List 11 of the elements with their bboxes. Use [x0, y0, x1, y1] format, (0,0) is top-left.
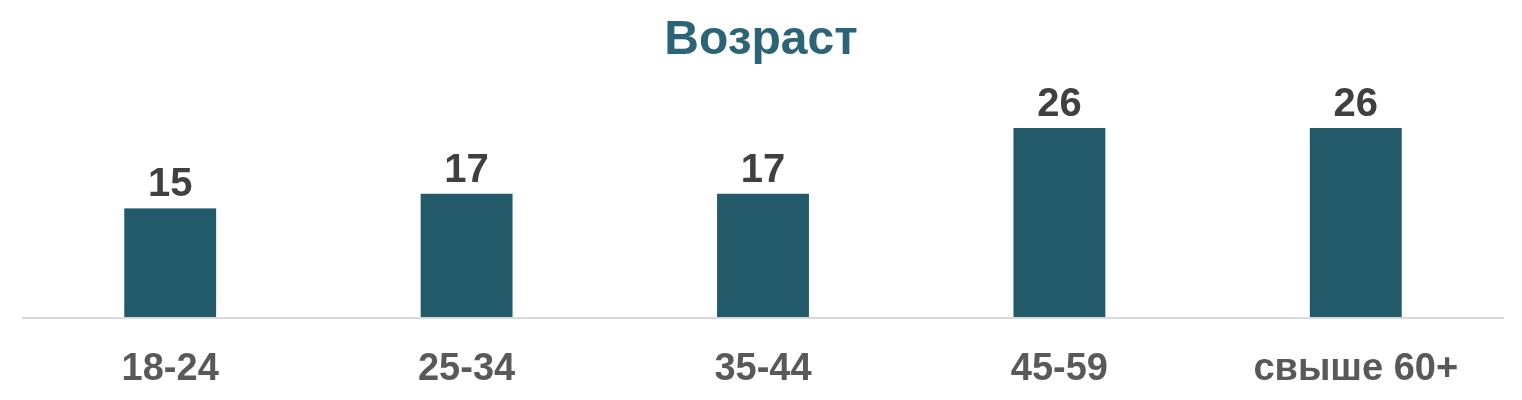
- data-label: 15: [147, 160, 193, 205]
- data-label: 26: [1037, 80, 1082, 124]
- data-label: 26: [1333, 80, 1379, 124]
- x-tick-label: 35-44: [714, 346, 812, 388]
- x-tick-label: свыше 60+: [1253, 346, 1459, 388]
- data-label: 17: [740, 145, 786, 190]
- chart-title: Возраст: [664, 11, 858, 64]
- x-tick-label: 25-34: [418, 346, 516, 388]
- data-label: 17: [444, 145, 489, 190]
- x-tick-label: 18-24: [121, 346, 219, 388]
- x-tick-label: 45-59: [1010, 346, 1108, 388]
